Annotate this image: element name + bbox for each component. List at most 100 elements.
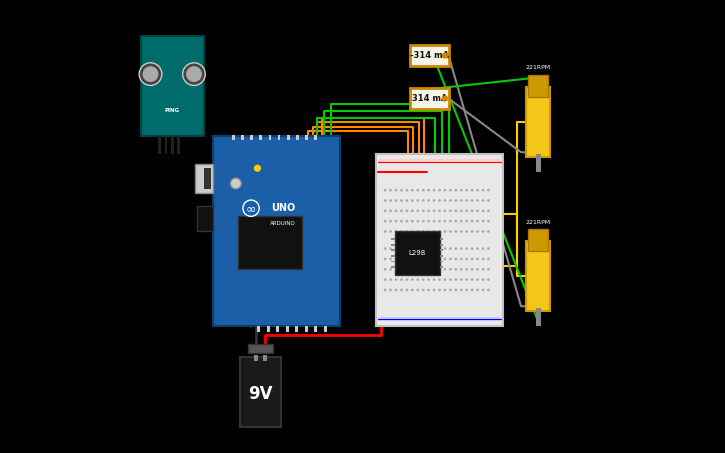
Circle shape xyxy=(449,230,452,233)
Circle shape xyxy=(384,199,386,202)
Circle shape xyxy=(427,258,430,260)
Circle shape xyxy=(476,220,479,222)
Bar xyxy=(260,135,262,140)
Text: 9V: 9V xyxy=(249,385,273,403)
Circle shape xyxy=(389,247,392,250)
Circle shape xyxy=(384,289,386,291)
Circle shape xyxy=(389,268,392,270)
Circle shape xyxy=(487,209,490,212)
Circle shape xyxy=(476,278,479,281)
Circle shape xyxy=(481,199,484,202)
Circle shape xyxy=(487,199,490,202)
Circle shape xyxy=(444,189,447,192)
Circle shape xyxy=(455,258,457,260)
Circle shape xyxy=(476,289,479,291)
Circle shape xyxy=(389,278,392,281)
Bar xyxy=(528,230,548,251)
Circle shape xyxy=(411,189,414,192)
Circle shape xyxy=(411,247,414,250)
Circle shape xyxy=(411,268,414,270)
Circle shape xyxy=(422,268,425,270)
Circle shape xyxy=(449,189,452,192)
Circle shape xyxy=(231,178,241,189)
Bar xyxy=(526,241,550,311)
Circle shape xyxy=(487,278,490,281)
Circle shape xyxy=(465,220,468,222)
Circle shape xyxy=(455,278,457,281)
Circle shape xyxy=(442,53,448,59)
Circle shape xyxy=(481,278,484,281)
Circle shape xyxy=(422,220,425,222)
Circle shape xyxy=(487,289,490,291)
Circle shape xyxy=(455,247,457,250)
Circle shape xyxy=(394,268,397,270)
Circle shape xyxy=(422,230,425,233)
Circle shape xyxy=(449,220,452,222)
Circle shape xyxy=(416,199,419,202)
Circle shape xyxy=(400,220,403,222)
Circle shape xyxy=(416,289,419,291)
Circle shape xyxy=(471,199,473,202)
Circle shape xyxy=(455,220,457,222)
Circle shape xyxy=(405,258,408,260)
Bar xyxy=(177,136,180,154)
Bar xyxy=(305,135,308,140)
Bar xyxy=(296,326,298,332)
Circle shape xyxy=(444,278,447,281)
Bar xyxy=(195,164,213,193)
Bar xyxy=(392,260,395,262)
Circle shape xyxy=(433,199,436,202)
Circle shape xyxy=(433,258,436,260)
Circle shape xyxy=(465,247,468,250)
Circle shape xyxy=(384,189,386,192)
Circle shape xyxy=(460,278,463,281)
Circle shape xyxy=(460,247,463,250)
Circle shape xyxy=(476,189,479,192)
Circle shape xyxy=(460,199,463,202)
Circle shape xyxy=(487,189,490,192)
Circle shape xyxy=(471,289,473,291)
Circle shape xyxy=(433,230,436,233)
Bar xyxy=(392,238,395,240)
Bar xyxy=(232,135,235,140)
Circle shape xyxy=(427,220,430,222)
Text: UNO: UNO xyxy=(270,203,295,213)
Bar xyxy=(250,135,253,140)
Bar xyxy=(141,36,204,136)
Bar xyxy=(276,326,279,332)
Text: 221RPM: 221RPM xyxy=(526,220,550,225)
Circle shape xyxy=(400,209,403,212)
Circle shape xyxy=(411,230,414,233)
Circle shape xyxy=(438,289,441,291)
Text: PING: PING xyxy=(165,108,180,114)
Circle shape xyxy=(481,209,484,212)
Circle shape xyxy=(481,258,484,260)
Circle shape xyxy=(384,268,386,270)
Circle shape xyxy=(471,230,473,233)
Circle shape xyxy=(444,247,447,250)
Bar xyxy=(240,357,281,427)
Circle shape xyxy=(460,258,463,260)
Circle shape xyxy=(427,247,430,250)
Bar xyxy=(392,255,395,257)
Circle shape xyxy=(476,247,479,250)
Circle shape xyxy=(444,268,447,270)
Circle shape xyxy=(411,199,414,202)
Circle shape xyxy=(471,209,473,212)
Bar xyxy=(536,308,541,326)
Circle shape xyxy=(422,199,425,202)
Circle shape xyxy=(389,189,392,192)
Circle shape xyxy=(405,220,408,222)
Circle shape xyxy=(471,268,473,270)
Circle shape xyxy=(438,199,441,202)
Circle shape xyxy=(476,230,479,233)
Circle shape xyxy=(400,199,403,202)
Circle shape xyxy=(433,247,436,250)
Circle shape xyxy=(444,199,447,202)
Circle shape xyxy=(487,230,490,233)
Circle shape xyxy=(433,209,436,212)
Circle shape xyxy=(449,199,452,202)
Circle shape xyxy=(394,189,397,192)
Circle shape xyxy=(460,289,463,291)
Circle shape xyxy=(481,220,484,222)
